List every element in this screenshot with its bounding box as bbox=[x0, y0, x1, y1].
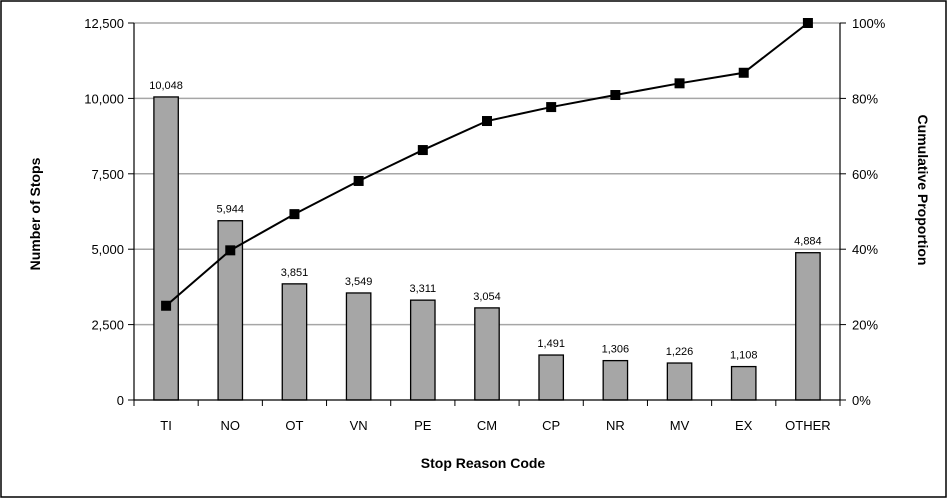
bar bbox=[538, 354, 565, 401]
bar bbox=[474, 307, 500, 401]
bar-value-label: 3,549 bbox=[345, 276, 373, 288]
x-tick-label: CP bbox=[542, 418, 560, 433]
cumulative-point bbox=[417, 145, 428, 156]
cumulative-point bbox=[289, 209, 300, 220]
x-tick-label: OTHER bbox=[785, 418, 831, 433]
cumulative-point bbox=[738, 67, 749, 78]
y2-tick-label: 100% bbox=[852, 16, 886, 31]
bar bbox=[281, 283, 308, 401]
x-tick-label: TI bbox=[160, 418, 172, 433]
cumulative-point bbox=[482, 116, 492, 127]
cumulative-point bbox=[161, 300, 172, 311]
x-tick-label: NR bbox=[606, 418, 625, 433]
bar bbox=[795, 252, 821, 401]
y2-axis-title: Cumulative Proportion bbox=[915, 115, 931, 266]
bar-value-label: 3,851 bbox=[281, 267, 309, 279]
x-tick-label: NO bbox=[221, 418, 241, 433]
y-tick-label: 10,000 bbox=[84, 91, 124, 106]
bar bbox=[602, 359, 629, 401]
y2-tick-label: 20% bbox=[852, 318, 878, 333]
data-labels: 10,048 5,944 3,851 3,549 3,311 3,054 1,491 1,30… bbox=[149, 80, 821, 362]
y2-tick-label: 0% bbox=[852, 393, 871, 408]
bar bbox=[153, 96, 179, 401]
bar-value-label: 4,884 bbox=[794, 236, 822, 248]
bar-value-label: 1,108 bbox=[730, 350, 758, 362]
x-tick-label: EX bbox=[735, 418, 753, 433]
bar-value-label: 1,306 bbox=[602, 344, 630, 356]
x-tick-label: CM bbox=[477, 418, 497, 433]
axes: 0 0% 2,500 20% 5,000 40% 7,500 60% 10,000 80% 12,5… bbox=[84, 16, 885, 433]
bar-value-label: 3,311 bbox=[409, 283, 436, 295]
bar bbox=[409, 299, 436, 401]
cumulative-line-series bbox=[161, 18, 813, 311]
y-tick-label: 2,500 bbox=[91, 318, 124, 333]
x-tick-label: OT bbox=[285, 418, 303, 433]
cumulative-point bbox=[610, 90, 621, 101]
bar-value-label: 5,944 bbox=[217, 204, 245, 216]
bar-value-label: 3,054 bbox=[473, 291, 501, 303]
cumulative-point bbox=[353, 175, 364, 186]
y-tick-label: 12,500 bbox=[84, 16, 124, 31]
bar bbox=[666, 362, 693, 401]
bar bbox=[345, 292, 372, 401]
bar-value-label: 1,491 bbox=[537, 338, 565, 350]
cumulative-point bbox=[802, 18, 813, 28]
bar-series bbox=[153, 96, 821, 401]
y2-tick-label: 40% bbox=[852, 242, 878, 257]
y-tick-label: 7,500 bbox=[91, 167, 124, 182]
cumulative-point bbox=[674, 78, 685, 89]
x-tick-label: PE bbox=[414, 418, 432, 433]
cumulative-point bbox=[225, 245, 236, 256]
x-axis-title: Stop Reason Code bbox=[421, 455, 546, 471]
bar-value-label: 1,226 bbox=[666, 346, 694, 358]
y-tick-label: 5,000 bbox=[91, 242, 124, 257]
bar-value-label: 10,048 bbox=[149, 80, 183, 92]
y2-tick-label: 60% bbox=[852, 167, 878, 182]
gridlines bbox=[134, 22, 840, 326]
y2-tick-label: 80% bbox=[852, 91, 878, 106]
bar bbox=[730, 365, 757, 401]
cumulative-point bbox=[546, 102, 557, 113]
x-tick-label: VN bbox=[350, 418, 368, 433]
y-tick-label: 0 bbox=[117, 393, 124, 408]
y-axis-title: Number of Stops bbox=[27, 157, 43, 270]
x-tick-label: MV bbox=[670, 418, 690, 433]
